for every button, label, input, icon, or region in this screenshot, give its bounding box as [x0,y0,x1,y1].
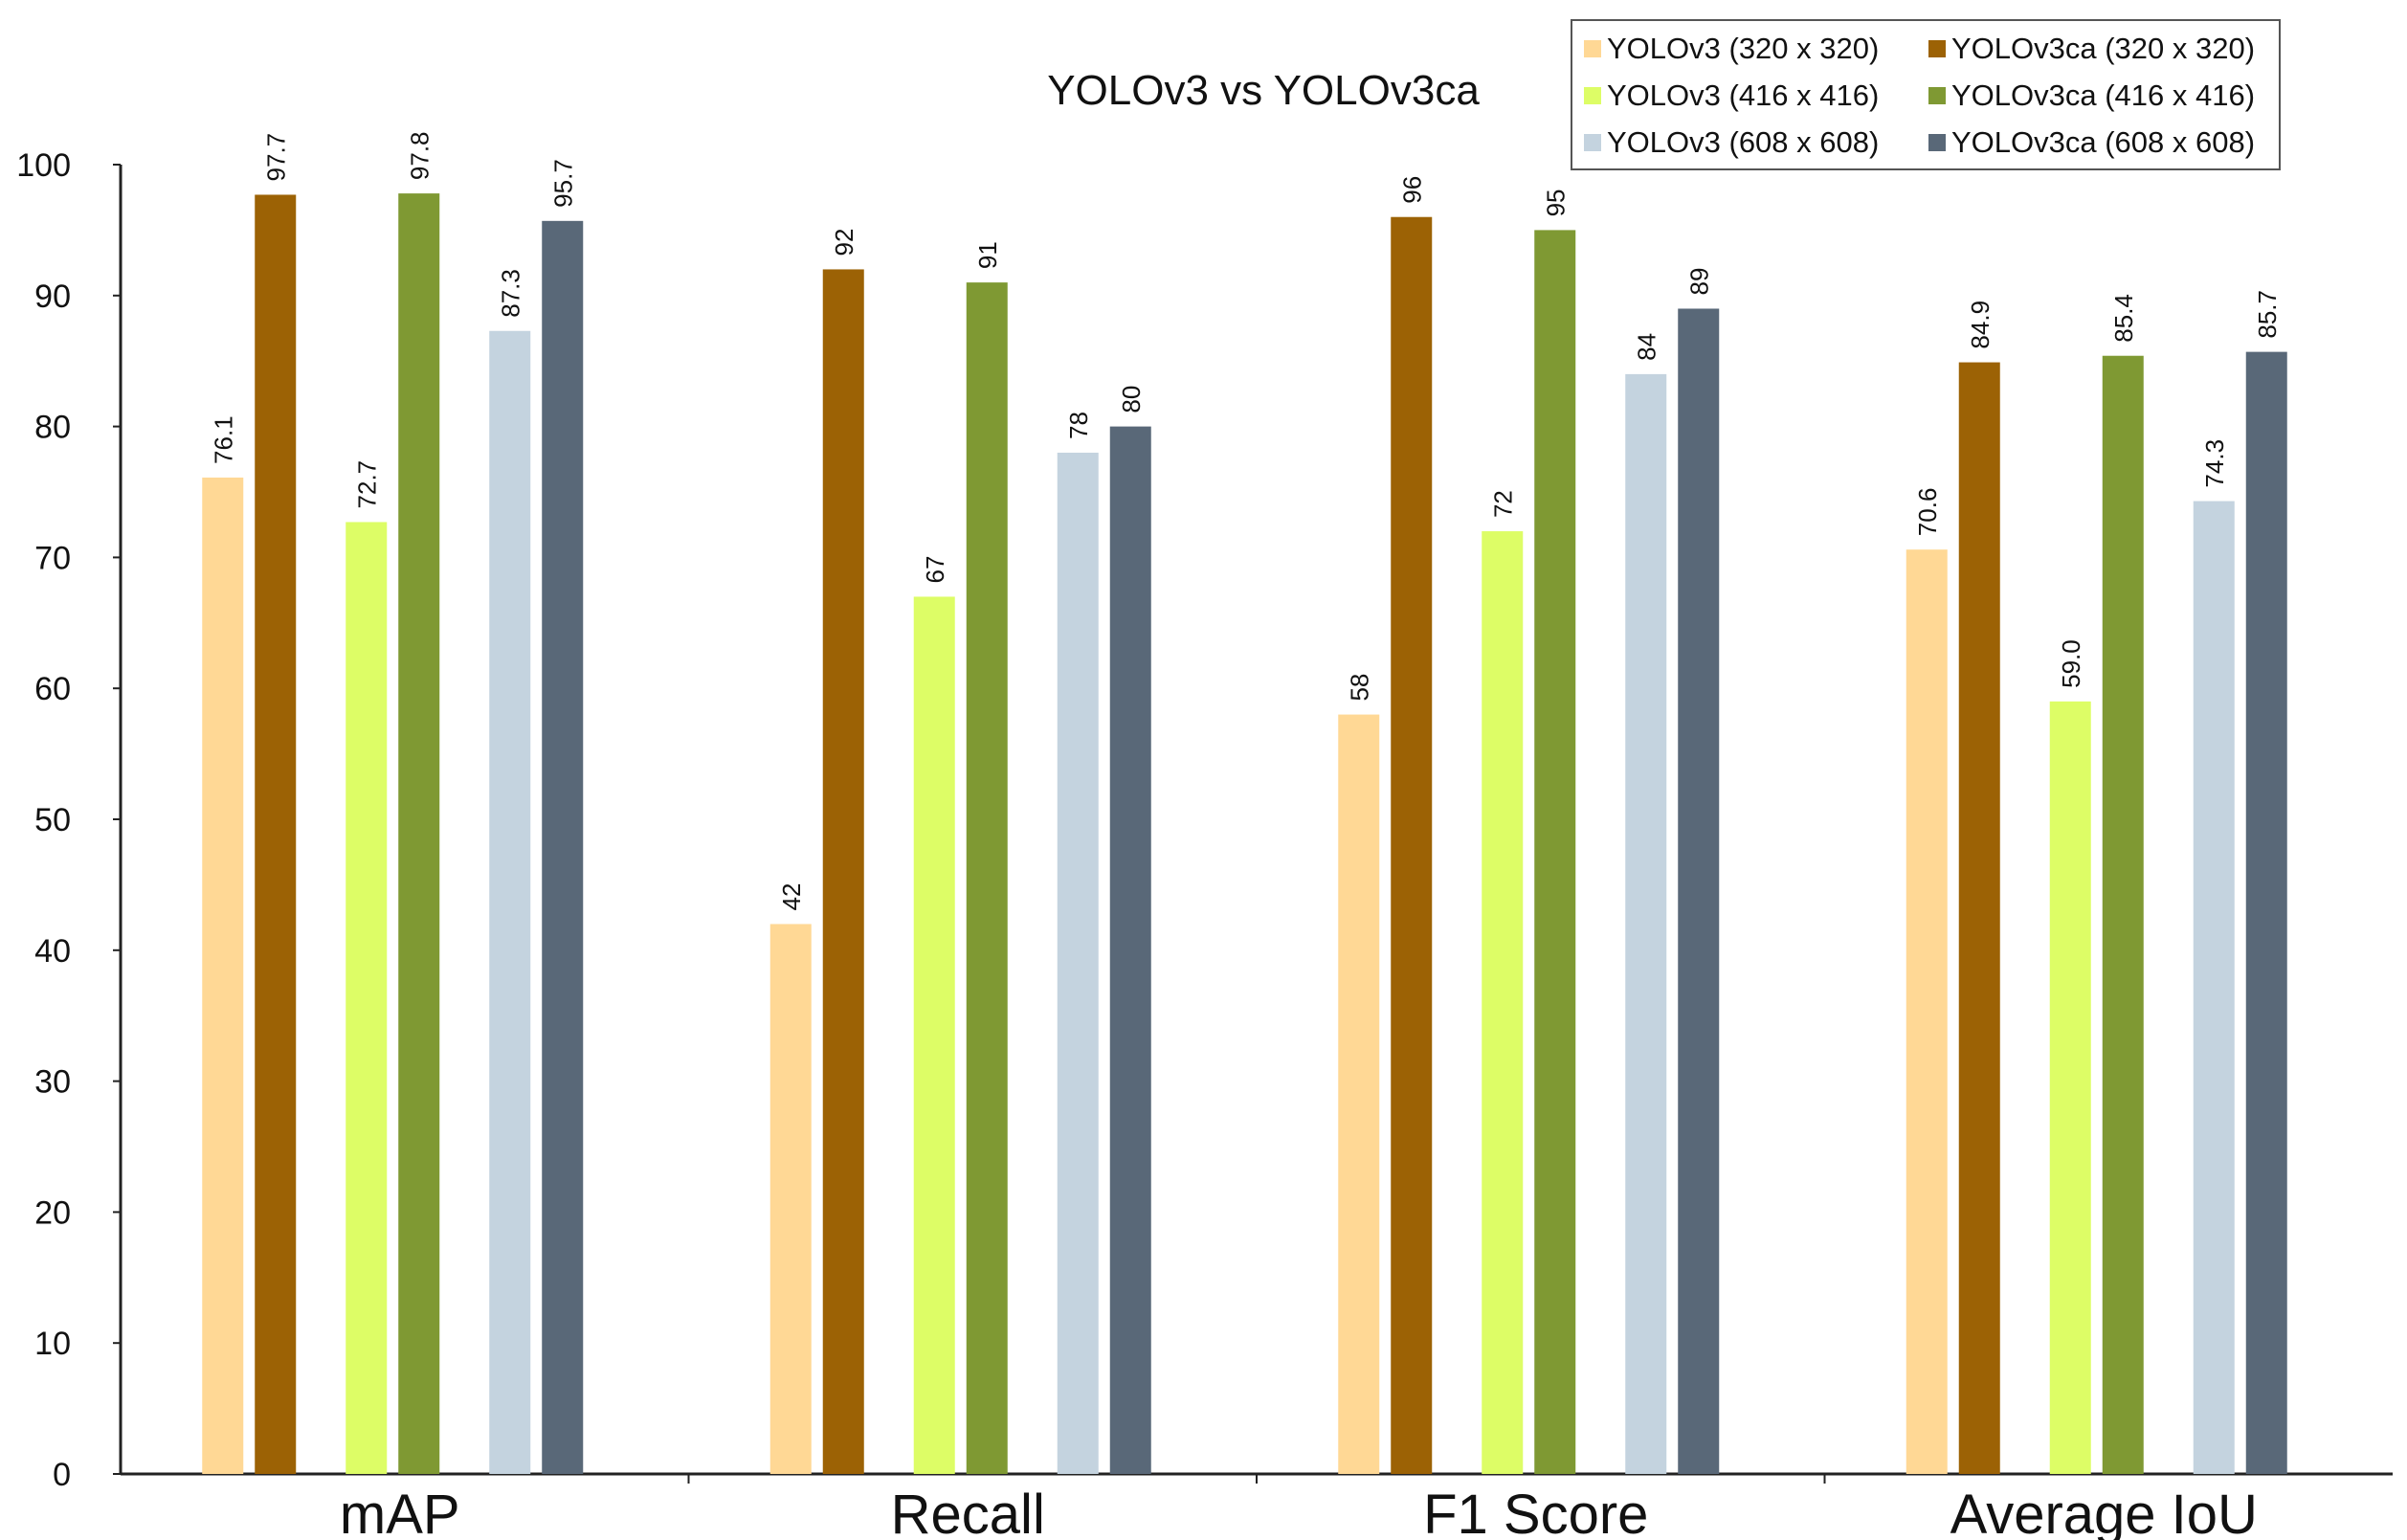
x-category-label: F1 Score [1423,1484,1648,1540]
x-category-label: mAP [340,1484,460,1540]
data-label: 97.7 [262,133,291,182]
bar [1338,714,1380,1474]
bar [2102,355,2144,1474]
bar [1958,362,2000,1474]
chart-title: YOLOv3 vs YOLOv3ca [1047,67,1480,114]
legend-label: YOLOv3ca (608 x 608) [1951,125,2256,159]
x-category-label: Recall [891,1484,1045,1540]
legend-item-yolov3-320: YOLOv3 (320 x 320) [1584,30,1879,68]
bar [913,596,955,1474]
legend-label: YOLOv3 (416 x 416) [1607,78,1880,112]
data-label: 87.3 [497,269,525,318]
y-tick-label: 30 [34,1064,71,1101]
data-label: 97.8 [406,131,435,180]
data-label: 58 [1346,674,1374,702]
y-tick-label: 40 [34,933,71,970]
data-label: 80 [1117,386,1146,413]
legend-item-yolov3-608: YOLOv3 (608 x 608) [1584,123,1879,162]
y-tick-label: 60 [34,671,71,707]
bar [489,330,531,1475]
legend-swatch [1928,40,1946,57]
data-label: 85.4 [2109,294,2138,343]
bar [542,220,584,1475]
data-label: 91 [973,241,1002,269]
data-label: 84.9 [1966,301,1995,349]
bar [1482,531,1524,1474]
y-tick-label: 80 [34,410,71,446]
bar [1109,426,1151,1475]
bar [1057,452,1099,1475]
bar [1678,308,1720,1475]
legend-swatch [1584,40,1601,57]
y-tick-label: 70 [34,540,71,576]
x-category-label: Average IoU [1950,1484,2258,1540]
legend-swatch [1584,134,1601,151]
legend-item-yolov3-416: YOLOv3 (416 x 416) [1584,77,1879,115]
legend-item-yolov3ca-320: YOLOv3ca (320 x 320) [1928,30,2255,68]
data-label: 85.7 [2253,290,2282,339]
legend-item-yolov3ca-608: YOLOv3ca (608 x 608) [1928,123,2255,162]
legend: YOLOv3 (320 x 320) YOLOv3ca (320 x 320) … [1571,19,2281,170]
bar [2245,351,2287,1474]
data-label: 72.7 [353,460,382,509]
data-label: 67 [921,556,949,584]
data-label: 42 [777,883,806,911]
legend-swatch [1584,87,1601,104]
legend-swatch [1928,134,1946,151]
data-label: 74.3 [2200,439,2229,488]
bar [2049,701,2091,1474]
legend-item-yolov3ca-416: YOLOv3ca (416 x 416) [1928,77,2255,115]
data-label: 59.0 [2057,639,2085,688]
data-label: 70.6 [1913,488,1942,537]
data-label: 92 [830,229,858,257]
y-tick-label: 90 [34,279,71,315]
bar [255,194,297,1475]
legend-swatch [1928,87,1946,104]
bar [398,193,440,1475]
bar [2193,501,2235,1474]
legend-label: YOLOv3 (608 x 608) [1607,125,1880,159]
bar [1534,230,1576,1474]
bar [1625,373,1667,1474]
y-tick-label: 50 [34,802,71,838]
legend-label: YOLOv3 (320 x 320) [1607,32,1880,65]
bar [1906,549,1948,1474]
legend-label: YOLOv3ca (320 x 320) [1951,32,2256,65]
y-tick-label: 100 [16,147,71,184]
data-label: 84 [1633,333,1661,361]
y-tick-label: 20 [34,1194,71,1231]
data-label: 96 [1398,176,1427,204]
data-label: 72 [1489,490,1518,518]
legend-label: YOLOv3ca (416 x 416) [1951,78,2256,112]
data-label: 89 [1685,268,1714,296]
y-tick-label: 0 [53,1457,71,1493]
bar [1391,216,1433,1475]
bar [202,477,244,1474]
bar [966,282,1008,1474]
data-label: 76.1 [210,415,238,464]
bar [822,269,864,1475]
data-label: 95 [1542,189,1571,216]
y-tick-label: 10 [34,1326,71,1362]
bar [769,924,812,1474]
data-label: 95.7 [549,159,578,208]
bar [345,522,388,1474]
data-label: 78 [1064,412,1093,439]
